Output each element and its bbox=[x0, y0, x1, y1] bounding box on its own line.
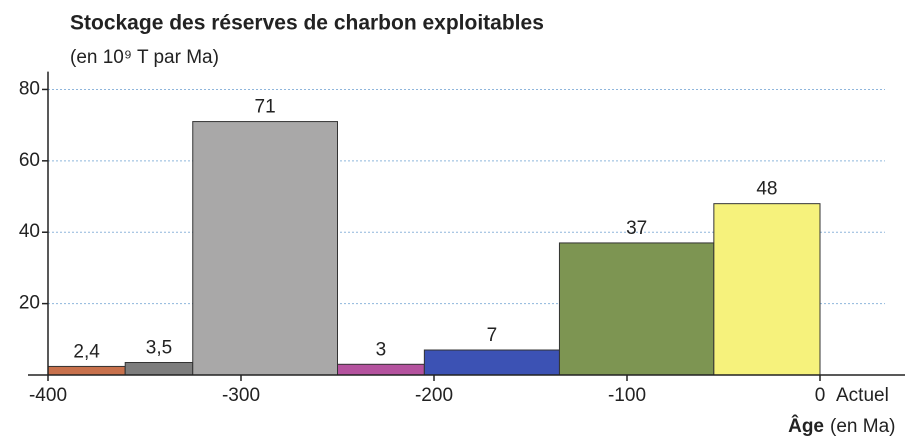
bar bbox=[124, 362, 194, 376]
x-end-label: Actuel bbox=[836, 385, 889, 406]
y-tick-label: 80 bbox=[19, 78, 40, 99]
value-label: 48 bbox=[756, 179, 777, 200]
y-tick-label: 60 bbox=[19, 150, 40, 171]
x-tick-label: -100 bbox=[608, 385, 646, 406]
x-tick-label: -200 bbox=[415, 385, 453, 406]
y-tick-label: 40 bbox=[19, 221, 40, 242]
chart-title: Stockage des réserves de charbon exploit… bbox=[70, 12, 544, 35]
bar bbox=[47, 365, 126, 376]
x-axis-unit: (en Ma) bbox=[830, 416, 895, 437]
bar bbox=[337, 363, 425, 376]
bar bbox=[423, 349, 560, 376]
x-tick-label: 0 bbox=[815, 385, 826, 406]
x-axis-label: Âge bbox=[788, 415, 824, 437]
value-label: 3,5 bbox=[146, 338, 172, 359]
x-tick-label: -300 bbox=[222, 385, 260, 406]
value-label: 2,4 bbox=[73, 341, 100, 362]
chart-subtitle: (en 10⁹ T par Ma) bbox=[70, 47, 219, 68]
value-label: 71 bbox=[255, 97, 276, 118]
x-tick-label: -400 bbox=[29, 385, 67, 406]
value-label: 37 bbox=[626, 218, 647, 239]
value-label: 3 bbox=[376, 339, 387, 360]
bar bbox=[192, 121, 338, 376]
y-tick-label: 20 bbox=[19, 293, 40, 314]
value-label: 7 bbox=[487, 325, 498, 346]
bar bbox=[558, 242, 715, 376]
bar bbox=[713, 203, 821, 376]
